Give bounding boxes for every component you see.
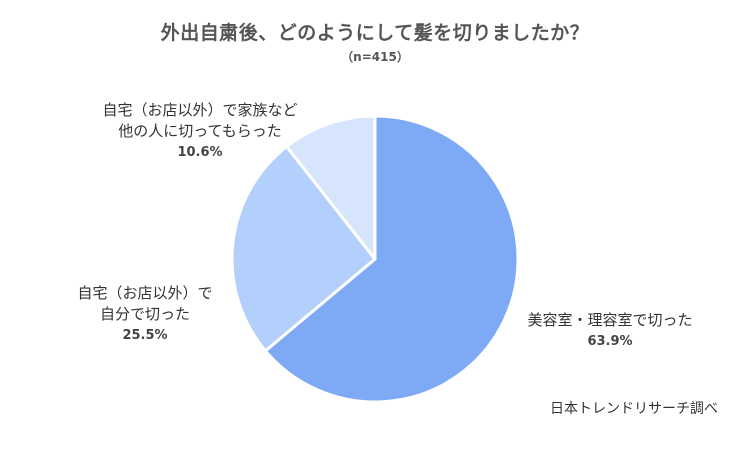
slice-value-label: 25.5% <box>122 328 168 343</box>
pie-slice-salon <box>263 114 520 404</box>
slice-label-family: 自宅（お店以外）で家族など 他の人に切ってもらった 10.6% <box>70 100 330 163</box>
slice-value-label: 10.6% <box>177 145 223 160</box>
slice-value-label: 63.9% <box>587 334 633 349</box>
pie-slice-family <box>285 114 377 261</box>
chart-title: 外出自粛後、どのようにして髪を切りましたか？ <box>160 22 590 44</box>
slice-label-self: 自宅（お店以外）で 自分で切った 25.5% <box>40 283 250 346</box>
chart-subtitle: （n=415） <box>341 50 409 64</box>
pie-slice-self <box>230 145 377 353</box>
slice-label-line: 自宅（お店以外）で家族など <box>102 101 298 119</box>
slice-label-line: 他の人に切ってもらった <box>118 122 282 140</box>
slice-label-line: 自宅（お店以外）で <box>77 284 213 302</box>
slice-label-line: 美容室・理容室で切った <box>527 311 693 329</box>
source-note: 日本トレンドリサーチ調べ <box>550 401 718 417</box>
slice-label-line: 自分で切った <box>99 305 190 323</box>
slice-label-salon: 美容室・理容室で切った 63.9% <box>505 310 715 352</box>
